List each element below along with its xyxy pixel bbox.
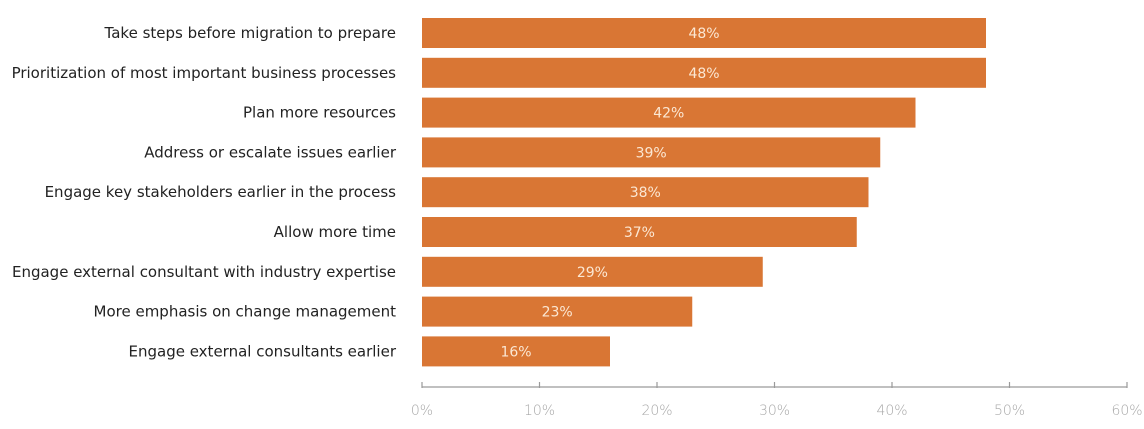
category-label: Engage key stakeholders earlier in the p…	[45, 183, 397, 201]
x-axis: 0% 10% 20% 30% 40% 50% 60%	[411, 382, 1143, 419]
category-label: Engage external consultants earlier	[129, 342, 397, 360]
data-label: 38%	[630, 185, 661, 201]
x-tick-label: 0%	[411, 403, 433, 419]
category-label: Engage external consultant with industry…	[12, 263, 396, 281]
category-label: Allow more time	[274, 223, 396, 241]
category-label: Plan more resources	[243, 104, 396, 122]
x-tick-label: 40%	[876, 403, 907, 419]
data-label: 48%	[688, 26, 719, 42]
data-label: 16%	[500, 344, 531, 360]
data-label: 23%	[542, 305, 573, 321]
bar	[422, 18, 986, 48]
bar	[422, 97, 916, 128]
x-tick-label: 60%	[1111, 403, 1142, 419]
bars-group: Take steps before migration to prepare 48…	[12, 18, 986, 367]
x-tick-label: 20%	[641, 403, 672, 419]
bar	[422, 217, 857, 247]
bar	[422, 256, 763, 287]
category-label: Take steps before migration to prepare	[104, 24, 396, 42]
category-label: Address or escalate issues earlier	[144, 143, 397, 161]
x-tick-label: 30%	[759, 403, 790, 419]
bar	[422, 57, 986, 88]
data-label: 39%	[636, 145, 667, 161]
x-tick-label: 50%	[994, 403, 1025, 419]
bar	[422, 336, 610, 367]
data-label: 29%	[577, 265, 608, 281]
category-label: More emphasis on change management	[94, 303, 397, 321]
x-tick-label: 10%	[524, 403, 555, 419]
category-label: Prioritization of most important busines…	[12, 64, 397, 82]
bar	[422, 137, 881, 168]
data-label: 42%	[653, 106, 684, 122]
bar	[422, 177, 869, 208]
data-label: 48%	[688, 66, 719, 82]
bar	[422, 296, 693, 327]
data-label: 37%	[624, 225, 655, 241]
